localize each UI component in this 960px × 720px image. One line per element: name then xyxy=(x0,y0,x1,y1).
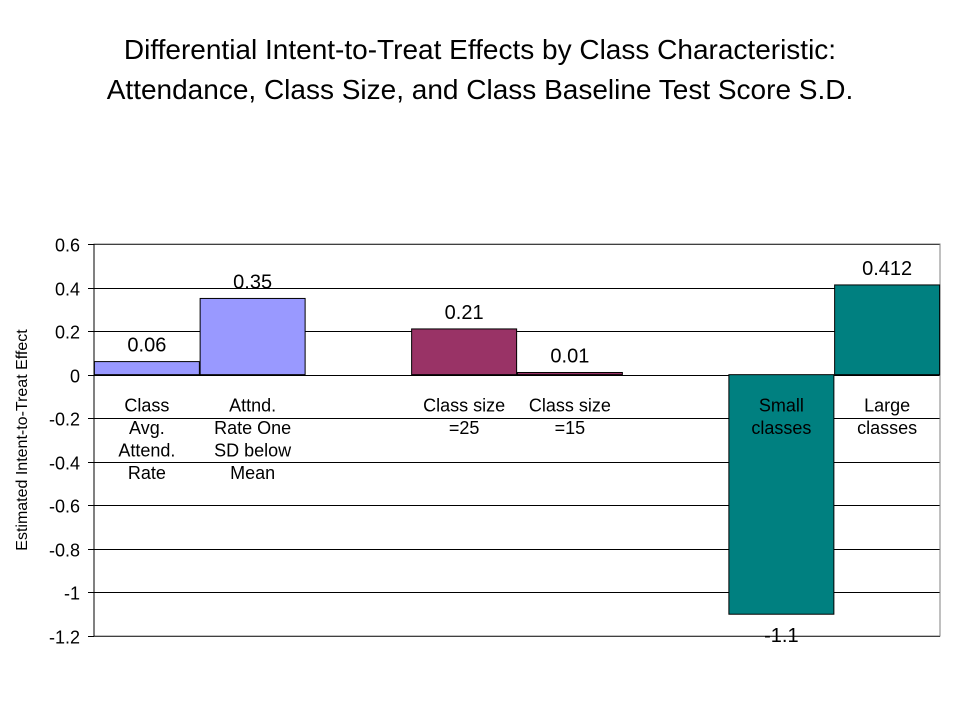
category-label: Attend. xyxy=(118,441,175,461)
y-tick-label: -1 xyxy=(64,584,80,604)
data-label: 0.21 xyxy=(445,302,484,324)
category-label: =15 xyxy=(555,418,586,438)
bar xyxy=(411,328,518,376)
chart-title: Differential Intent-to-Treat Effects by … xyxy=(106,34,854,105)
category-label: Class size xyxy=(423,396,505,416)
y-tick-label: -0.2 xyxy=(49,410,80,430)
y-axis-label: Estimated Intent-to-Treat Effect xyxy=(14,329,31,551)
y-tick-label: -1.2 xyxy=(49,628,80,648)
y-tick-label: -0.6 xyxy=(49,497,80,517)
y-ticks: 0.6 0.4 0.2 0 -0.2 -0.4 -0.6 -0.8 -1 -1.2 xyxy=(49,236,94,648)
y-tick-label: -0.8 xyxy=(49,541,80,561)
y-tick-label: 0.2 xyxy=(55,323,80,343)
y-tick-label: 0.6 xyxy=(55,236,80,256)
data-labels: 0.06 0.35 0.21 0.01 -1.1 0.412 xyxy=(127,258,912,647)
category-label: Large xyxy=(864,396,910,416)
data-label: 0.35 xyxy=(233,271,272,293)
bar xyxy=(834,284,941,376)
data-label: 0.01 xyxy=(550,345,589,367)
bar xyxy=(516,371,623,376)
category-label: Class xyxy=(124,396,169,416)
y-tick-label: 0.4 xyxy=(55,280,80,300)
category-label: Class size xyxy=(529,396,611,416)
bar xyxy=(728,374,835,615)
category-label: Rate xyxy=(128,463,166,483)
category-label: Avg. xyxy=(129,418,165,438)
category-label: SD below xyxy=(214,441,292,461)
category-label: Rate One xyxy=(214,418,291,438)
data-label: 0.412 xyxy=(862,258,912,280)
bar xyxy=(199,297,306,376)
category-label: classes xyxy=(751,418,811,438)
bars xyxy=(93,284,941,615)
category-label: classes xyxy=(857,418,917,438)
category-label: =25 xyxy=(449,418,480,438)
data-label: -1.1 xyxy=(764,625,798,647)
y-tick-label: -0.4 xyxy=(49,454,80,474)
category-label: Mean xyxy=(230,463,275,483)
category-label: Attnd. xyxy=(229,396,276,416)
data-label: 0.06 xyxy=(127,335,166,357)
y-tick-label: 0 xyxy=(70,367,80,387)
bar xyxy=(93,361,200,376)
category-label: Small xyxy=(759,396,804,416)
